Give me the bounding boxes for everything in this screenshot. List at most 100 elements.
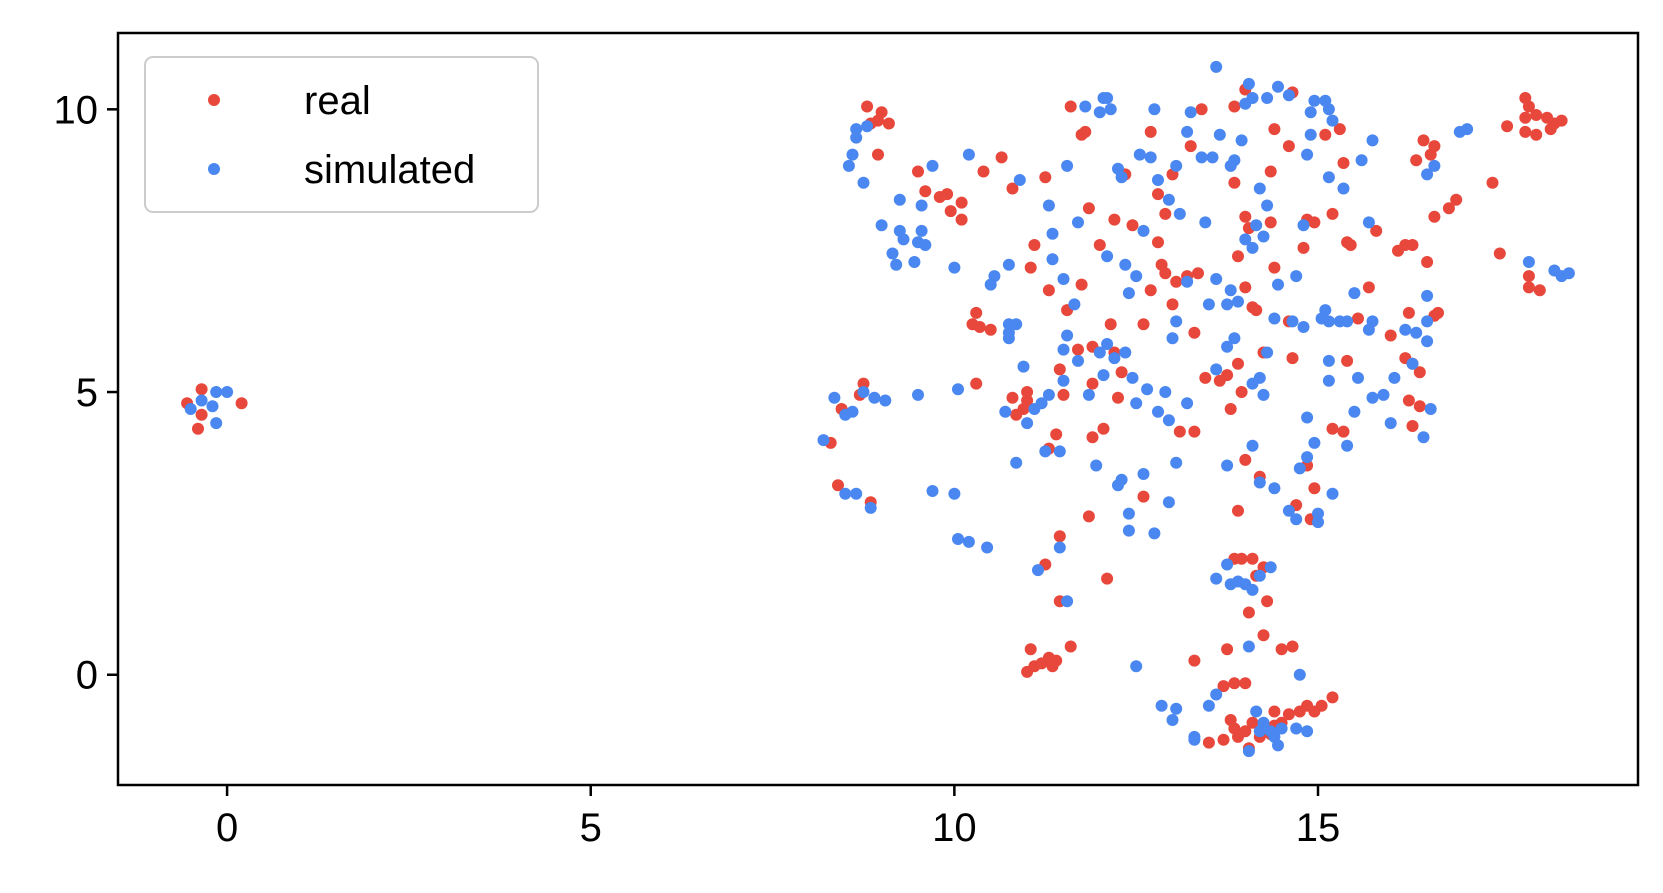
point-simulated-136 [1228,332,1241,345]
point-simulated-78 [1101,92,1114,104]
point-simulated-122 [1170,315,1183,328]
point-real-90 [1188,425,1201,438]
x-tick-label-0: 0 [216,806,238,850]
point-real-117 [1297,241,1310,254]
point-simulated-89 [1144,151,1157,164]
point-simulated-225 [1384,417,1397,430]
point-real-44 [1042,284,1055,297]
point-real-59 [1064,640,1077,653]
point-simulated-118 [1155,699,1168,712]
point-simulated-202 [1322,315,1335,328]
point-simulated-173 [1312,507,1324,520]
point-real-68 [1082,202,1095,215]
point-real-201 [1522,100,1535,113]
point-simulated-137 [1221,298,1234,311]
point-real-166 [1337,157,1350,169]
point-real-175 [1370,224,1383,237]
point-simulated-85 [1122,287,1135,300]
point-real-80 [1159,267,1172,280]
point-simulated-70 [1042,199,1055,212]
point-simulated-114 [1137,468,1150,480]
point-simulated-183 [1242,640,1255,653]
point-real-176 [1384,329,1397,342]
point-real-142 [1217,680,1230,693]
point-simulated-104 [1141,383,1154,396]
point-simulated-230 [1322,171,1335,184]
point-simulated-207 [1341,315,1354,328]
point-real-24 [977,165,990,178]
point-simulated-16 [842,159,855,172]
point-simulated-193 [1275,722,1288,735]
point-real-77 [1137,318,1150,331]
point-simulated-141 [1250,219,1263,232]
point-simulated-19 [850,123,863,136]
point-simulated-171 [1293,462,1306,475]
point-real-136 [1242,606,1255,619]
point-real-1 [192,422,204,435]
point-simulated-220 [1421,315,1434,328]
point-simulated-9 [846,405,859,418]
point-simulated-210 [1352,371,1364,384]
point-simulated-216 [1388,371,1401,384]
point-simulated-83 [1101,250,1114,263]
point-simulated-165 [1221,459,1234,472]
point-simulated-38 [1002,258,1015,271]
point-simulated-129 [1206,151,1219,164]
point-simulated-30 [919,239,932,251]
point-real-165 [1333,123,1346,136]
point-real-193 [1442,202,1455,215]
point-real-45 [1039,171,1052,184]
point-real-81 [1166,298,1179,311]
point-simulated-84 [1119,258,1132,271]
point-real-71 [1126,219,1139,232]
point-real-169 [1344,239,1357,251]
point-simulated-117 [1130,660,1143,673]
point-real-198 [1493,247,1506,260]
point-real-9 [857,377,870,390]
point-real-199 [1501,120,1514,133]
point-real-212 [1533,284,1546,297]
point-simulated-239 [1461,123,1474,136]
point-real-209 [1555,114,1568,127]
point-real-15 [882,117,895,130]
point-simulated-34 [962,148,975,161]
x-tick-label-10: 10 [932,806,977,850]
point-real-63 [1082,510,1095,523]
legend-label-simulated: simulated [304,148,475,192]
point-real-75 [1112,391,1124,404]
point-simulated-128 [1195,151,1208,164]
point-real-151 [1315,699,1328,712]
point-simulated-140 [1246,241,1259,254]
point-simulated-61 [1039,445,1052,458]
point-real-38 [1050,428,1063,441]
point-real-106 [1232,250,1244,263]
point-simulated-139 [1239,233,1252,246]
point-simulated-131 [1210,60,1223,73]
point-simulated-98 [1097,369,1110,382]
point-simulated-46 [952,383,964,396]
point-simulated-3 [210,386,223,398]
point-simulated-175 [1210,572,1223,585]
point-simulated-45 [912,388,924,401]
point-simulated-107 [1159,386,1172,398]
point-simulated-18 [850,131,863,144]
point-simulated-87 [1137,224,1150,237]
point-real-205 [1519,125,1532,138]
point-real-14 [875,106,888,119]
point-simulated-109 [1170,456,1183,469]
point-simulated-213 [1366,315,1379,328]
point-simulated-224 [1417,431,1430,444]
points-layer [181,60,1575,758]
point-real-145 [1268,705,1281,718]
point-real-119 [1308,216,1321,229]
point-simulated-124 [1181,275,1194,288]
point-real-138 [1221,643,1234,656]
point-real-132 [1246,552,1259,565]
point-real-105 [1228,176,1241,189]
point-simulated-26 [897,233,910,246]
point-simulated-194 [1290,722,1303,735]
point-simulated-101 [1119,346,1132,359]
point-simulated-195 [1301,725,1314,738]
point-simulated-32 [893,193,906,206]
point-simulated-82 [1115,171,1128,184]
